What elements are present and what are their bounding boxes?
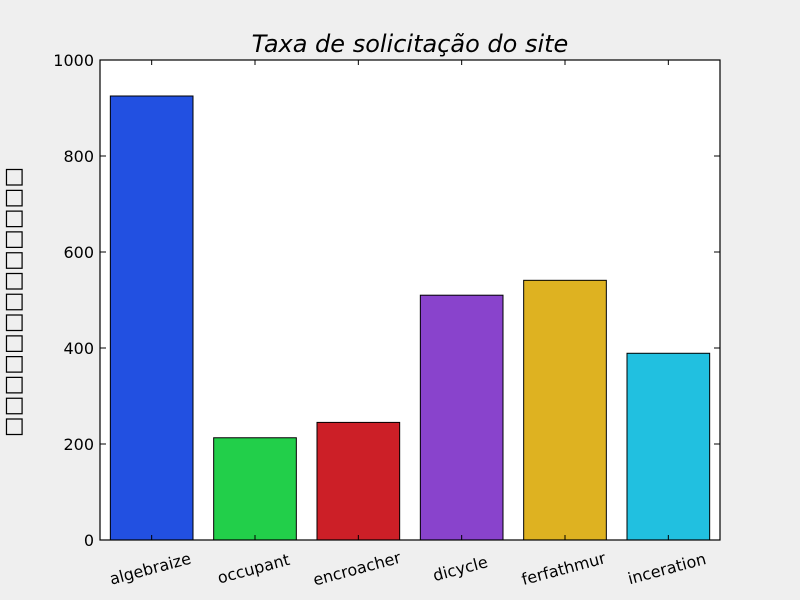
bar-ferfathmur [523,279,607,541]
x-tick-label: ferfathmur [519,548,608,589]
y-axis-ticks: 0 200 400 600 800 1000 [53,51,720,550]
bar-occupant [213,437,297,541]
y-tick-label: 200 [63,435,94,454]
x-tick-label: occupant [215,550,291,587]
y-tick-label: 600 [63,243,94,262]
y-tick-label: 0 [84,531,94,550]
bar-algebraize [109,95,194,541]
plot-area [100,60,720,540]
y-tick-label: 800 [63,147,94,166]
bars-group [109,95,711,541]
y-axis-label: □□□□□□□□□□□□□ [1,167,26,437]
x-tick-label: encroacher [311,548,403,590]
y-tick-label: 1000 [53,51,94,70]
x-tick-label: dicycle [431,552,490,585]
x-tick-label: algebraize [107,549,193,589]
bar-inceration [626,352,711,541]
x-tick-label: inceration [626,549,708,588]
bar-dicycle [419,294,504,541]
bar-encroacher [316,421,401,541]
y-tick-label: 400 [63,339,94,358]
chart-title: Taxa de solicitação do site [252,30,569,58]
plot-frame [99,59,721,541]
